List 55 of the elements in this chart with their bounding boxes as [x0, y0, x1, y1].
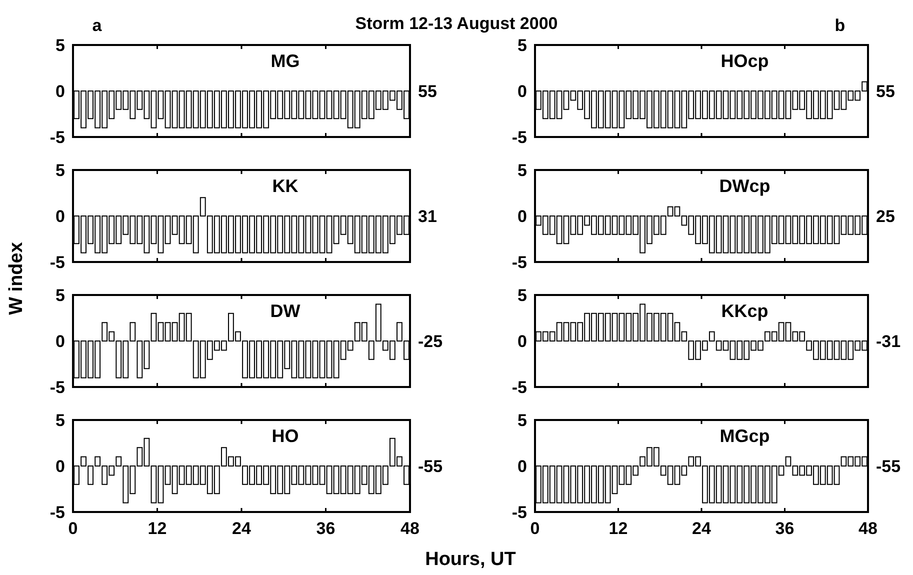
y-tick-label: 0 [518, 82, 527, 101]
x-tick-label: 36 [775, 519, 794, 538]
y-tick-label: -5 [50, 252, 65, 272]
text: b [834, 16, 846, 35]
x-tick-label: 12 [148, 519, 167, 538]
x-tick-label: 0 [530, 519, 540, 538]
y-tick-label: 5 [518, 286, 527, 305]
x-tick-label: 0 [68, 519, 78, 538]
y-tick-label: -5 [512, 378, 527, 397]
y-tick-label: -5 [512, 252, 527, 272]
y-tick-label: 5 [56, 286, 65, 305]
y-tick-label: 5 [56, 160, 65, 180]
y-tick-label: 0 [518, 206, 527, 226]
x-tick-label: 48 [858, 519, 878, 538]
y-tick-label: 5 [518, 36, 527, 55]
y-tick-label: 0 [518, 456, 527, 476]
chart-title: KKcp [721, 301, 768, 321]
y-tick-label: 5 [518, 410, 527, 430]
y-tick-label: 0 [56, 456, 65, 476]
text: a [92, 16, 102, 35]
text: 55 [418, 82, 437, 101]
x-tick-label: 48 [400, 519, 420, 538]
y-tick-label: 0 [56, 332, 65, 351]
chart-title: MGcp [720, 426, 770, 446]
chart-title: DWcp [719, 176, 770, 196]
chart-title: MG [270, 51, 300, 71]
y-tick-label: 5 [518, 160, 527, 180]
x-tick-label: 36 [316, 519, 336, 538]
chart-title: KK [272, 176, 298, 196]
y-tick-label: 0 [56, 206, 65, 226]
y-tick-label: -5 [512, 128, 527, 147]
x-tick-label: 24 [692, 519, 712, 538]
text: -31 [876, 332, 901, 351]
y-axis-title: W index [6, 242, 27, 315]
y-tick-label: 0 [56, 82, 65, 101]
y-tick-label: -5 [50, 502, 65, 522]
text: 55 [876, 82, 895, 101]
y-tick-label: 0 [518, 332, 527, 351]
x-axis-title: Hours, UT [425, 549, 516, 570]
chart-title: HO [272, 426, 299, 446]
text: -55 [876, 456, 901, 476]
text: -55 [418, 456, 443, 476]
y-tick-label: 5 [56, 36, 65, 55]
y-tick-label: 5 [56, 410, 65, 430]
text: 25 [876, 206, 895, 226]
y-tick-label: -5 [50, 128, 65, 147]
y-tick-label: -5 [512, 502, 527, 522]
y-tick-label: -5 [50, 378, 65, 397]
text: Storm 12-13 August 2000 [355, 14, 558, 33]
chart-title: DW [270, 301, 300, 321]
x-tick-label: 24 [232, 519, 252, 538]
text: 31 [418, 206, 437, 226]
chart-title: HOcp [720, 51, 769, 71]
x-tick-label: 12 [608, 519, 628, 538]
text: -25 [418, 332, 443, 351]
